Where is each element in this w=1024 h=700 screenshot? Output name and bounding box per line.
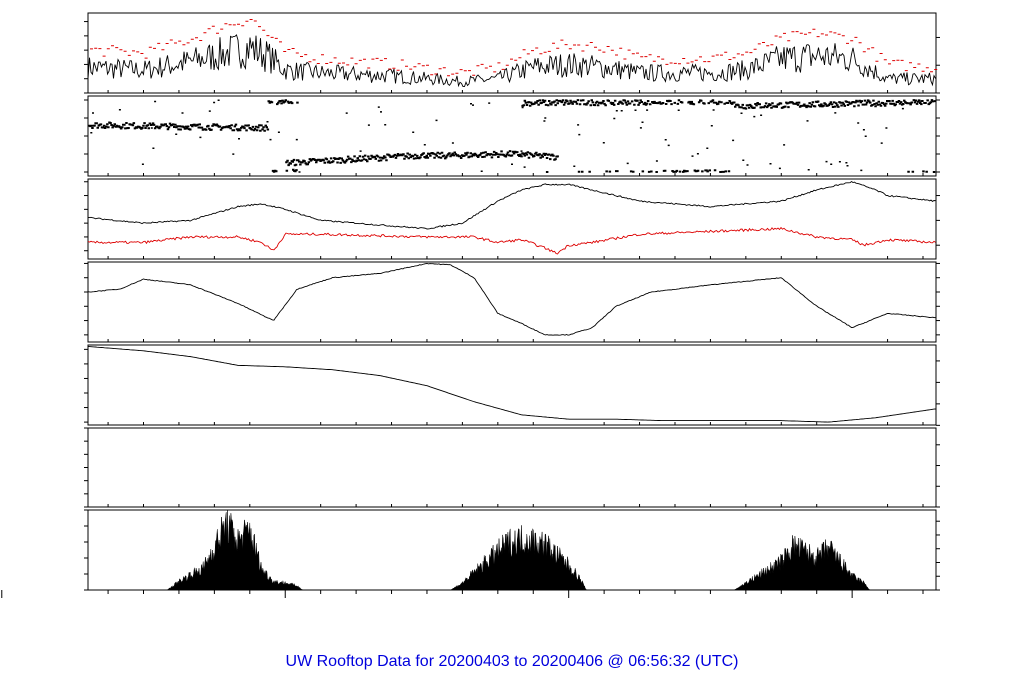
direction-cluster [521, 99, 736, 173]
panel-frame [87, 261, 937, 343]
solar-area-day2 [449, 525, 587, 591]
solar-area-day3 [733, 535, 871, 591]
direction-cluster [734, 99, 937, 173]
solar-area-day1 [166, 509, 304, 591]
panel-rh [84, 261, 940, 343]
panel-slp [84, 344, 940, 426]
slp-series-0 [87, 346, 936, 423]
time-axis [1, 590, 924, 598]
direction-cluster [427, 150, 512, 160]
direction-cluster [88, 121, 270, 132]
direction-cluster [285, 152, 430, 167]
temperature-series-1 [87, 226, 936, 255]
panel-frame [87, 178, 937, 260]
panel-precip [84, 427, 940, 508]
panel-frame [87, 12, 937, 94]
peak-wind-marks [90, 19, 938, 77]
rh-series-0 [87, 263, 936, 336]
direction-cluster [267, 99, 299, 173]
panel-frame [87, 427, 937, 508]
wind-series-line [87, 34, 936, 88]
panel-wind [84, 12, 940, 94]
direction-scatter [90, 99, 922, 173]
direction-cluster [509, 150, 559, 161]
temperature-series-0 [87, 180, 936, 230]
panel-temperature [84, 178, 940, 260]
figure-title: UW Rooftop Data for 20200403 to 20200406… [286, 653, 739, 670]
panel-radiation [84, 509, 940, 591]
panel-direction [84, 95, 940, 177]
panels [84, 12, 940, 591]
panel-frame [87, 344, 937, 426]
